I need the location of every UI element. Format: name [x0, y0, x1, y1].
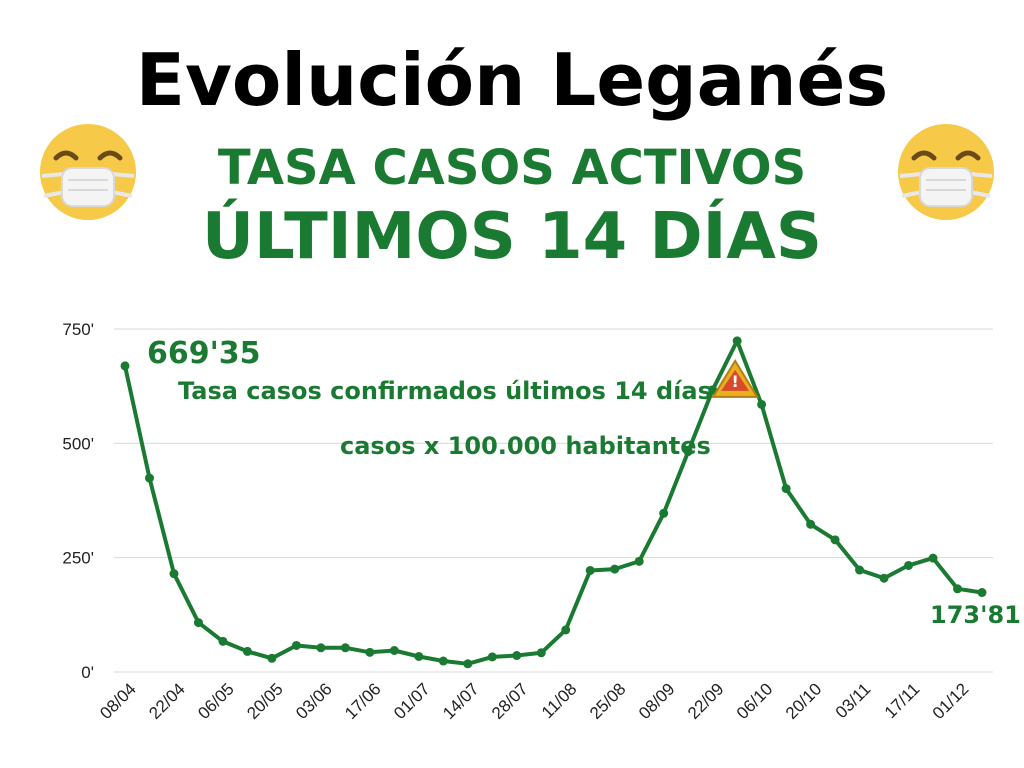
last-value-label: 173'81: [930, 601, 1021, 629]
x-tick-label: 22/09: [684, 679, 728, 723]
data-point: [610, 564, 620, 574]
data-point: [977, 588, 987, 598]
data-point: [659, 508, 669, 518]
x-tick-label: 01/12: [929, 679, 973, 723]
x-axis-ticks: 08/04 22/04 06/05 20/05 03/06 17/06 01/07 14/07…: [96, 679, 972, 723]
y-tick-label: 500': [62, 434, 94, 453]
data-point: [169, 569, 179, 579]
x-tick-label: 08/04: [96, 679, 140, 723]
face-with-medical-mask-icon: [898, 124, 994, 220]
x-tick-label: 06/05: [194, 679, 238, 723]
data-point: [757, 399, 767, 409]
data-point: [193, 618, 203, 628]
x-tick-label: 22/04: [145, 679, 189, 723]
subtitle-line-2: ÚLTIMOS 14 DÍAS: [202, 200, 822, 274]
x-tick-label: 03/06: [292, 679, 336, 723]
y-tick-label: 750': [62, 320, 94, 339]
data-point: [487, 652, 497, 662]
x-tick-label: 06/10: [733, 679, 777, 723]
x-tick-label: 03/11: [832, 679, 875, 722]
data-point: [953, 584, 963, 594]
data-point: [830, 535, 840, 545]
data-point: [242, 646, 252, 656]
x-tick-label: 17/11: [881, 679, 924, 722]
face-with-medical-mask-icon: [40, 124, 136, 220]
data-point: [340, 643, 350, 653]
data-point: [561, 625, 571, 635]
data-point: [438, 656, 448, 666]
data-point: [414, 651, 424, 661]
data-point: [512, 651, 522, 661]
data-point: [144, 473, 154, 483]
warning-exclamation: !: [731, 372, 738, 391]
page-title: Evolución Leganés: [135, 38, 889, 122]
x-tick-label: 14/07: [439, 679, 483, 723]
warning-triangle-inner: [721, 369, 750, 391]
data-points: [120, 336, 987, 669]
data-point: [536, 648, 546, 658]
data-point: [683, 447, 693, 457]
y-tick-label: 0': [81, 663, 94, 682]
data-point: [879, 573, 889, 583]
x-tick-label: 11/08: [538, 679, 581, 722]
x-tick-label: 20/10: [782, 679, 826, 723]
y-axis-ticks: 0' 250' 500' 750': [62, 320, 94, 682]
subtitle-line-1: TASA CASOS ACTIVOS: [217, 140, 807, 196]
data-point: [855, 565, 865, 575]
warning-triangle-icon: !: [711, 358, 759, 398]
data-point: [708, 385, 718, 395]
x-tick-label: 28/07: [488, 679, 532, 723]
data-point: [781, 484, 791, 494]
data-point: [463, 659, 473, 669]
data-point: [389, 646, 399, 656]
x-tick-label: 01/07: [390, 679, 434, 723]
x-tick-label: 17/06: [341, 679, 385, 723]
y-tick-label: 250': [62, 549, 94, 568]
x-tick-label: 20/05: [243, 679, 287, 723]
data-point: [218, 636, 228, 646]
data-point: [585, 565, 595, 575]
data-point: [928, 553, 938, 563]
data-point: [732, 336, 742, 346]
data-point: [316, 643, 326, 653]
x-tick-label: 25/08: [586, 679, 630, 723]
grid-lines: [114, 328, 993, 673]
data-point: [904, 560, 914, 570]
first-value-label: 669'35: [147, 336, 261, 371]
x-tick-label: 08/09: [635, 679, 679, 723]
description-line-2: casos x 100.000 habitantes: [340, 432, 711, 460]
data-point: [291, 640, 301, 650]
data-point: [120, 361, 130, 371]
data-point: [267, 653, 277, 663]
description-line-1: Tasa casos confirmados últimos 14 días: [178, 377, 712, 405]
data-point: [806, 519, 816, 529]
data-point: [365, 647, 375, 657]
data-point: [634, 556, 644, 566]
